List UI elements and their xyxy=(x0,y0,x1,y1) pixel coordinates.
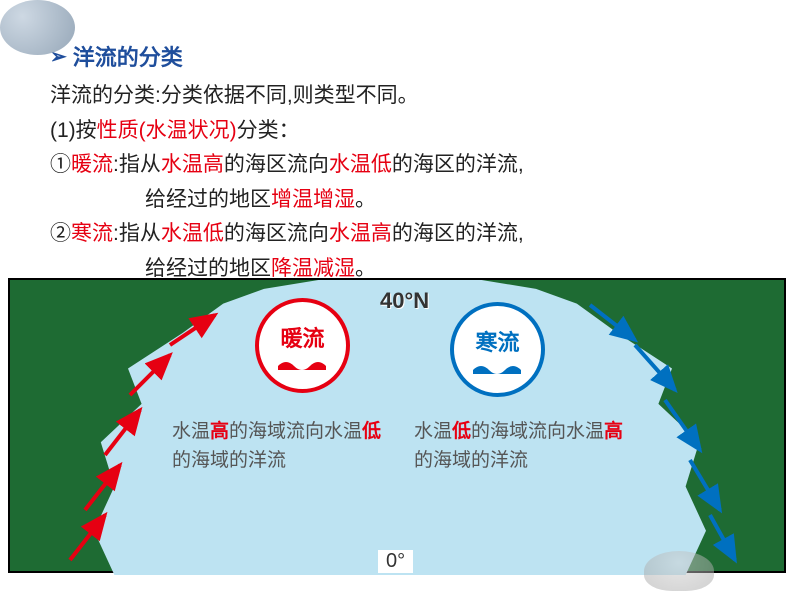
latitude-40n-label: 40°N xyxy=(380,288,429,314)
latitude-0-label: 0° xyxy=(378,550,413,573)
t: :指从 xyxy=(113,153,161,176)
t: 的海域的洋流 xyxy=(172,450,286,471)
h: 低 xyxy=(452,421,471,442)
cold-circle-label: 寒流 xyxy=(475,325,519,357)
t: 的海区流向 xyxy=(224,222,329,245)
content-area: ➢ 洋流的分类 洋流的分类:分类依据不同,则类型不同。 (1)按性质(水温状况)… xyxy=(0,0,794,285)
warm-label: 暖流 xyxy=(71,153,113,176)
t: 的海区流向 xyxy=(224,153,329,176)
t: 水温 xyxy=(414,421,452,442)
warm-current-circle: 暖流 xyxy=(255,298,350,393)
t: 给经过的地区 xyxy=(145,188,271,211)
t: :指从 xyxy=(113,222,161,245)
t: 的海区的洋流, xyxy=(392,153,524,176)
h: 水温低 xyxy=(161,222,224,245)
t: 的海区的洋流, xyxy=(392,222,524,245)
classification-line: (1)按性质(水温状况)分类： xyxy=(50,115,744,148)
section-title: 洋流的分类 xyxy=(73,40,183,72)
cold-current-line1: ②寒流:指从水温低的海区流向水温高的海区的洋流, xyxy=(50,218,744,251)
h: 增温增湿 xyxy=(271,188,355,211)
t: 给经过的地区 xyxy=(145,257,271,280)
ocean-diagram: 40°N 暖流 寒流 水温高的海域流向水温低的海域的洋流 水温低的海域流向水温高… xyxy=(8,278,786,573)
t: ① xyxy=(50,153,71,176)
warm-current-line1: ①暖流:指从水温高的海区流向水温低的海区的洋流, xyxy=(50,149,744,182)
t: 的海域流向水温 xyxy=(471,421,604,442)
t: 。 xyxy=(355,257,376,280)
globe-decoration-icon xyxy=(0,0,75,55)
t: 水温 xyxy=(172,421,210,442)
warm-wave-icon xyxy=(278,356,328,370)
highlight: 性质(水温状况) xyxy=(97,119,237,142)
h: 水温低 xyxy=(329,153,392,176)
footer-globe-icon xyxy=(644,551,714,591)
t: 的海域的洋流 xyxy=(414,450,528,471)
h: 高 xyxy=(210,421,229,442)
t: 的海域流向水温 xyxy=(229,421,362,442)
h: 降温减湿 xyxy=(271,257,355,280)
intro-line: 洋流的分类:分类依据不同,则类型不同。 xyxy=(50,80,744,113)
h: 水温高 xyxy=(161,153,224,176)
h: 高 xyxy=(604,421,623,442)
h: 低 xyxy=(362,421,381,442)
t: (1)按 xyxy=(50,119,97,142)
arrows-svg xyxy=(10,280,788,575)
t: ② xyxy=(50,222,71,245)
cold-label: 寒流 xyxy=(71,222,113,245)
warm-description: 水温高的海域流向水温低的海域的洋流 xyxy=(172,418,382,475)
t: 。 xyxy=(355,188,376,211)
h: 水温高 xyxy=(329,222,392,245)
cold-description: 水温低的海域流向水温高的海域的洋流 xyxy=(414,418,624,475)
warm-current-line2: 给经过的地区增温增湿。 xyxy=(50,184,744,217)
t: 分类： xyxy=(237,119,300,142)
cold-wave-icon xyxy=(473,360,523,374)
warm-circle-label: 暖流 xyxy=(280,321,324,353)
section-header: ➢ 洋流的分类 xyxy=(50,40,744,72)
cold-current-circle: 寒流 xyxy=(450,302,545,397)
